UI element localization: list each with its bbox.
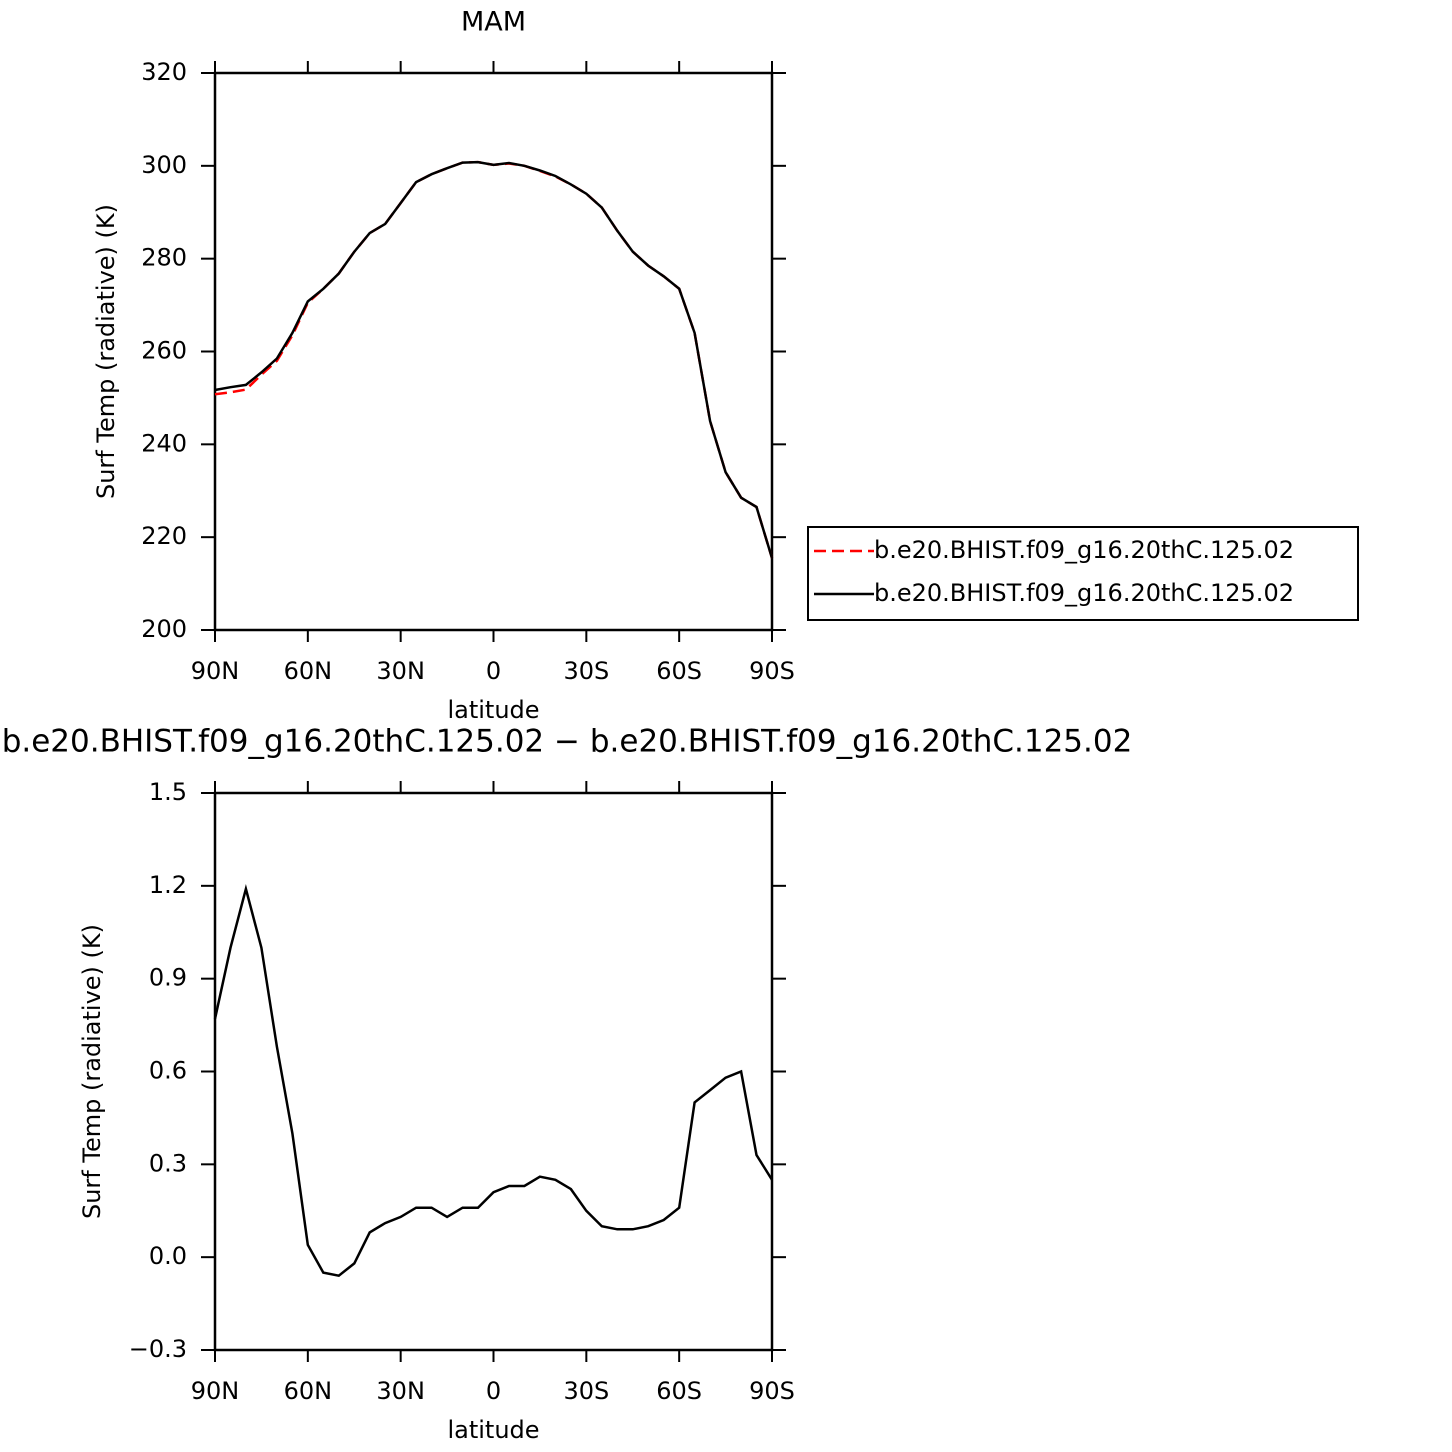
y-tick-label: 1.2 [149, 871, 187, 899]
x-tick-label: 30S [563, 657, 609, 685]
y-tick-label: 320 [141, 58, 187, 86]
y-tick-label: 1.5 [149, 778, 187, 806]
y-tick-label: 0.9 [149, 964, 187, 992]
y-tick-label: 200 [141, 615, 187, 643]
x-tick-label: 30N [376, 1377, 425, 1405]
legend-box [807, 526, 1359, 621]
y-tick-label: 0.6 [149, 1057, 187, 1085]
data-line [214, 160, 774, 559]
y-axis-label: Surf Temp (radiative) (K) [78, 924, 106, 1219]
legend-label: b.e20.BHIST.f09_g16.20thC.125.02 [874, 536, 1294, 564]
x-tick-label: 60S [656, 657, 702, 685]
y-tick-label: −0.3 [129, 1335, 187, 1363]
x-tick-label: 60N [284, 1377, 333, 1405]
y-tick-label: 280 [141, 244, 187, 272]
y-tick-label: 0.3 [149, 1149, 187, 1177]
x-tick-label: 90N [191, 657, 240, 685]
x-tick-label: 60N [284, 657, 333, 685]
x-tick-label: 0 [486, 657, 501, 685]
y-tick-label: 220 [141, 522, 187, 550]
x-tick-label: 0 [486, 1377, 501, 1405]
x-tick-label: 30S [563, 1377, 609, 1405]
y-tick-label: 260 [141, 337, 187, 365]
data-line [214, 160, 774, 559]
y-tick-label: 0.0 [149, 1242, 187, 1270]
plot-frame [213, 791, 774, 1352]
x-axis-label: latitude [447, 1416, 539, 1444]
chart-title: b.e20.BHIST.f09_g16.20thC.125.02 − b.e20… [2, 724, 1133, 760]
x-tick-label: 30N [376, 657, 425, 685]
y-tick-label: 300 [141, 151, 187, 179]
x-tick-label: 90S [749, 657, 795, 685]
y-axis-label: Surf Temp (radiative) (K) [92, 204, 120, 499]
legend-label: b.e20.BHIST.f09_g16.20thC.125.02 [874, 579, 1294, 607]
x-tick-label: 90N [191, 1377, 240, 1405]
x-tick-label: 90S [749, 1377, 795, 1405]
data-line [213, 883, 774, 1278]
y-tick-label: 240 [141, 429, 187, 457]
x-tick-label: 60S [656, 1377, 702, 1405]
chart-title: MAM [461, 7, 526, 38]
x-axis-label: latitude [447, 696, 539, 724]
plot-frame [213, 71, 774, 632]
